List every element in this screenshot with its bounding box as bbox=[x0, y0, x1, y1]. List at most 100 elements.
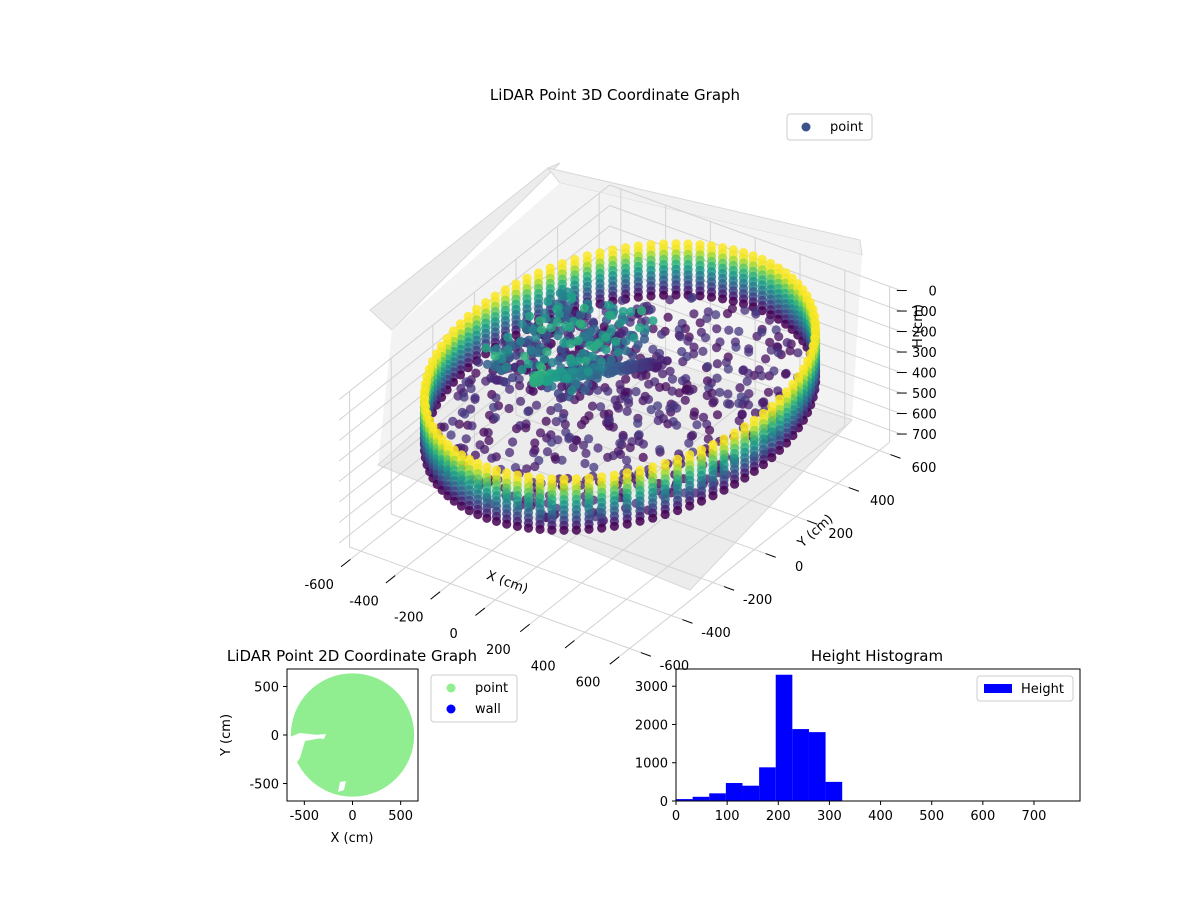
point-3d bbox=[516, 396, 526, 406]
x-tick-label-3d: -200 bbox=[394, 611, 424, 626]
point-3d bbox=[708, 491, 718, 501]
point-3d bbox=[584, 524, 594, 534]
point-3d bbox=[631, 387, 641, 397]
point-region-2d bbox=[290, 673, 415, 797]
point-3d bbox=[651, 363, 661, 373]
point-3d bbox=[597, 523, 607, 533]
point-3d bbox=[709, 396, 719, 406]
point-3d bbox=[653, 415, 663, 426]
point-3d bbox=[648, 324, 658, 334]
point-3d bbox=[560, 419, 570, 429]
histogram-bars bbox=[676, 674, 843, 801]
point-3d bbox=[483, 428, 493, 438]
point-3d bbox=[523, 406, 533, 417]
y-tick-mark-3d bbox=[682, 619, 693, 624]
legend-2d-swatch-wall bbox=[446, 704, 456, 714]
point-3d bbox=[667, 374, 678, 384]
point-3d bbox=[559, 338, 569, 348]
point-3d bbox=[648, 513, 658, 523]
point-3d bbox=[467, 421, 477, 431]
point-3d bbox=[490, 351, 500, 361]
point-3d bbox=[507, 437, 518, 447]
point-3d bbox=[763, 387, 774, 397]
point-3d bbox=[523, 523, 534, 533]
x-tick-label-hist: 200 bbox=[766, 809, 791, 824]
point-3d bbox=[568, 442, 578, 453]
point-3d bbox=[589, 462, 599, 472]
point-3d bbox=[782, 338, 792, 348]
histogram-bar bbox=[692, 796, 710, 801]
point-3d bbox=[622, 455, 632, 465]
point-3d bbox=[793, 348, 803, 358]
point-3d bbox=[552, 317, 563, 327]
z-tick-label-3d: 600 bbox=[912, 408, 937, 423]
point-3d bbox=[480, 444, 490, 454]
x-tick-mark-3d bbox=[564, 640, 575, 649]
point-3d bbox=[547, 437, 557, 447]
x-tick-label-3d: 600 bbox=[576, 676, 601, 691]
point-3d bbox=[565, 322, 575, 332]
z-tick-label-3d: 300 bbox=[912, 346, 937, 361]
point-3d bbox=[757, 327, 767, 337]
point-3d bbox=[448, 416, 458, 426]
point-3d bbox=[658, 369, 668, 379]
point-3d bbox=[740, 473, 750, 483]
point-3d bbox=[744, 347, 754, 357]
point-3d bbox=[521, 324, 532, 334]
point-3d bbox=[571, 525, 582, 535]
point-3d bbox=[593, 385, 603, 395]
point-3d bbox=[730, 479, 740, 489]
axes-frame-histogram bbox=[675, 668, 1081, 802]
point-3d bbox=[535, 316, 545, 326]
point-3d bbox=[750, 408, 761, 418]
point-3d bbox=[609, 521, 620, 531]
point-3d bbox=[603, 386, 613, 396]
point-3d bbox=[446, 430, 456, 440]
point-3d bbox=[781, 319, 791, 329]
point-3d bbox=[464, 506, 474, 516]
point-3d bbox=[461, 377, 471, 387]
point-cloud-3d bbox=[419, 239, 821, 535]
point-3d bbox=[481, 376, 491, 386]
y-tick-label-2d: 0 bbox=[271, 729, 279, 744]
point-3d bbox=[646, 405, 656, 415]
point-3d bbox=[520, 351, 530, 362]
point-3d bbox=[615, 438, 625, 448]
legend-3d-label-point: point bbox=[830, 120, 863, 135]
point-3d bbox=[542, 334, 552, 344]
point-3d bbox=[722, 309, 733, 319]
point-3d bbox=[682, 351, 692, 362]
point-3d bbox=[542, 347, 552, 357]
point-3d bbox=[643, 394, 654, 404]
legend-3d-swatch-point bbox=[801, 122, 811, 132]
x-tick-mark-3d bbox=[340, 558, 351, 568]
point-3d bbox=[579, 303, 590, 313]
point-3d bbox=[556, 393, 566, 403]
point-3d bbox=[587, 351, 598, 361]
y-tick-label-hist: 0 bbox=[660, 795, 668, 810]
point-3d bbox=[718, 294, 728, 304]
z-tick-label-3d: 700 bbox=[912, 428, 937, 443]
point-3d bbox=[490, 413, 500, 423]
point-3d bbox=[663, 312, 673, 322]
point-3d bbox=[589, 342, 599, 352]
grid-line-floor-y bbox=[391, 513, 683, 621]
point-3d bbox=[671, 290, 681, 300]
point-3d bbox=[698, 346, 708, 356]
x-tick-label-hist: 400 bbox=[868, 809, 893, 824]
point-3d bbox=[706, 292, 717, 302]
y-tick-label-3d: 400 bbox=[870, 494, 895, 509]
point-3d bbox=[757, 371, 767, 381]
point-3d bbox=[615, 449, 626, 459]
point-3d bbox=[528, 386, 538, 396]
point-3d bbox=[646, 304, 656, 314]
point-3d bbox=[546, 323, 556, 333]
point-3d bbox=[743, 400, 754, 410]
point-3d bbox=[672, 420, 682, 430]
x-tick-mark-3d bbox=[519, 623, 530, 633]
point-3d bbox=[665, 295, 675, 305]
legend-3d-box bbox=[786, 113, 873, 141]
point-3d bbox=[482, 513, 492, 523]
x-tick-label-2d: 500 bbox=[388, 809, 413, 824]
